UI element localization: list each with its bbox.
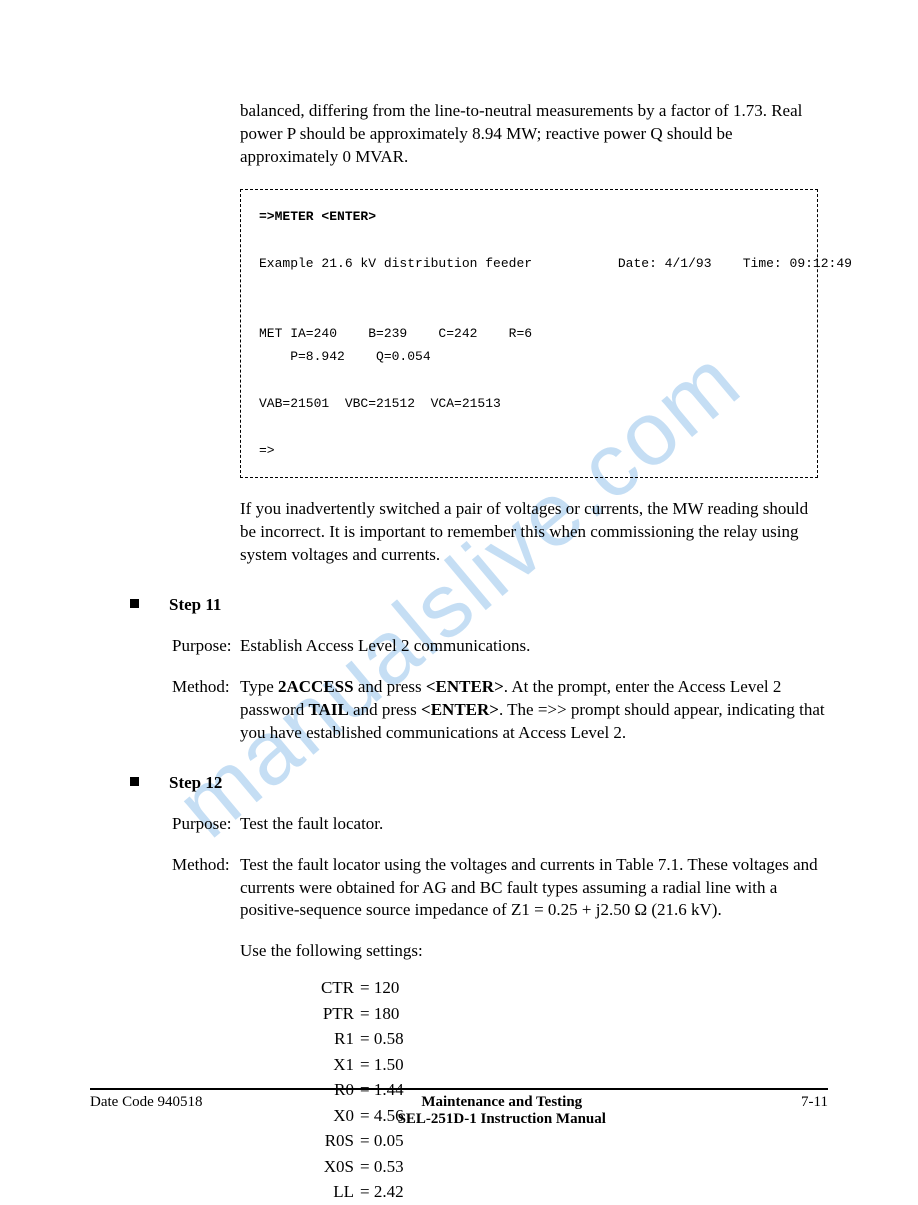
step-12-purpose: Purpose: Test the fault locator.	[172, 813, 828, 836]
purpose-text: Establish Access Level 2 communications.	[240, 635, 828, 658]
step-12-header: Step 12	[130, 773, 828, 793]
purpose-text: Test the fault locator.	[240, 813, 828, 836]
settings-intro: Use the following settings:	[240, 940, 828, 963]
purpose-label: Purpose:	[172, 813, 240, 836]
method-label: Method:	[172, 854, 240, 923]
paragraph-intro: balanced, differing from the line-to-neu…	[240, 100, 828, 169]
setting-row: LL= 2.42	[300, 1179, 828, 1205]
setting-row: PTR= 180	[300, 1001, 828, 1027]
paragraph-warning: If you inadvertently switched a pair of …	[240, 498, 828, 567]
step-12-title: Step 12	[169, 773, 222, 793]
bullet-icon	[130, 777, 139, 786]
setting-row: R0= 1.44	[300, 1077, 828, 1103]
setting-row: R1= 0.58	[300, 1026, 828, 1052]
setting-row: X0S= 0.53	[300, 1154, 828, 1180]
step-11-purpose: Purpose: Establish Access Level 2 commun…	[172, 635, 828, 658]
setting-row: CTR= 120	[300, 975, 828, 1001]
step-11-title: Step 11	[169, 595, 221, 615]
code-pq-line: P=8.942 Q=0.054	[259, 349, 431, 364]
terminal-output-box: =>METER <ENTER> Example 21.6 kV distribu…	[240, 189, 818, 478]
code-met-line: MET IA=240 B=239 C=242 R=6	[259, 326, 532, 341]
method-text: Type 2ACCESS and press <ENTER>. At the p…	[240, 676, 828, 745]
step-11-method: Method: Type 2ACCESS and press <ENTER>. …	[172, 676, 828, 745]
purpose-label: Purpose:	[172, 635, 240, 658]
method-label: Method:	[172, 676, 240, 745]
page-content: balanced, differing from the line-to-neu…	[90, 100, 828, 1205]
code-command: =>METER <ENTER>	[259, 209, 376, 224]
step-11-header: Step 11	[130, 595, 828, 615]
method-text: Test the fault locator using the voltage…	[240, 854, 828, 923]
code-example-line: Example 21.6 kV distribution feeder Date…	[259, 256, 852, 271]
setting-row: X1= 1.50	[300, 1052, 828, 1078]
setting-row: X0= 4.56	[300, 1103, 828, 1129]
step-12-method: Method: Test the fault locator using the…	[172, 854, 828, 923]
setting-row: R0S= 0.05	[300, 1128, 828, 1154]
bullet-icon	[130, 599, 139, 608]
settings-list: CTR= 120 PTR= 180 R1= 0.58 X1= 1.50 R0= …	[300, 975, 828, 1205]
code-prompt: =>	[259, 443, 275, 458]
code-vab-line: VAB=21501 VBC=21512 VCA=21513	[259, 396, 501, 411]
